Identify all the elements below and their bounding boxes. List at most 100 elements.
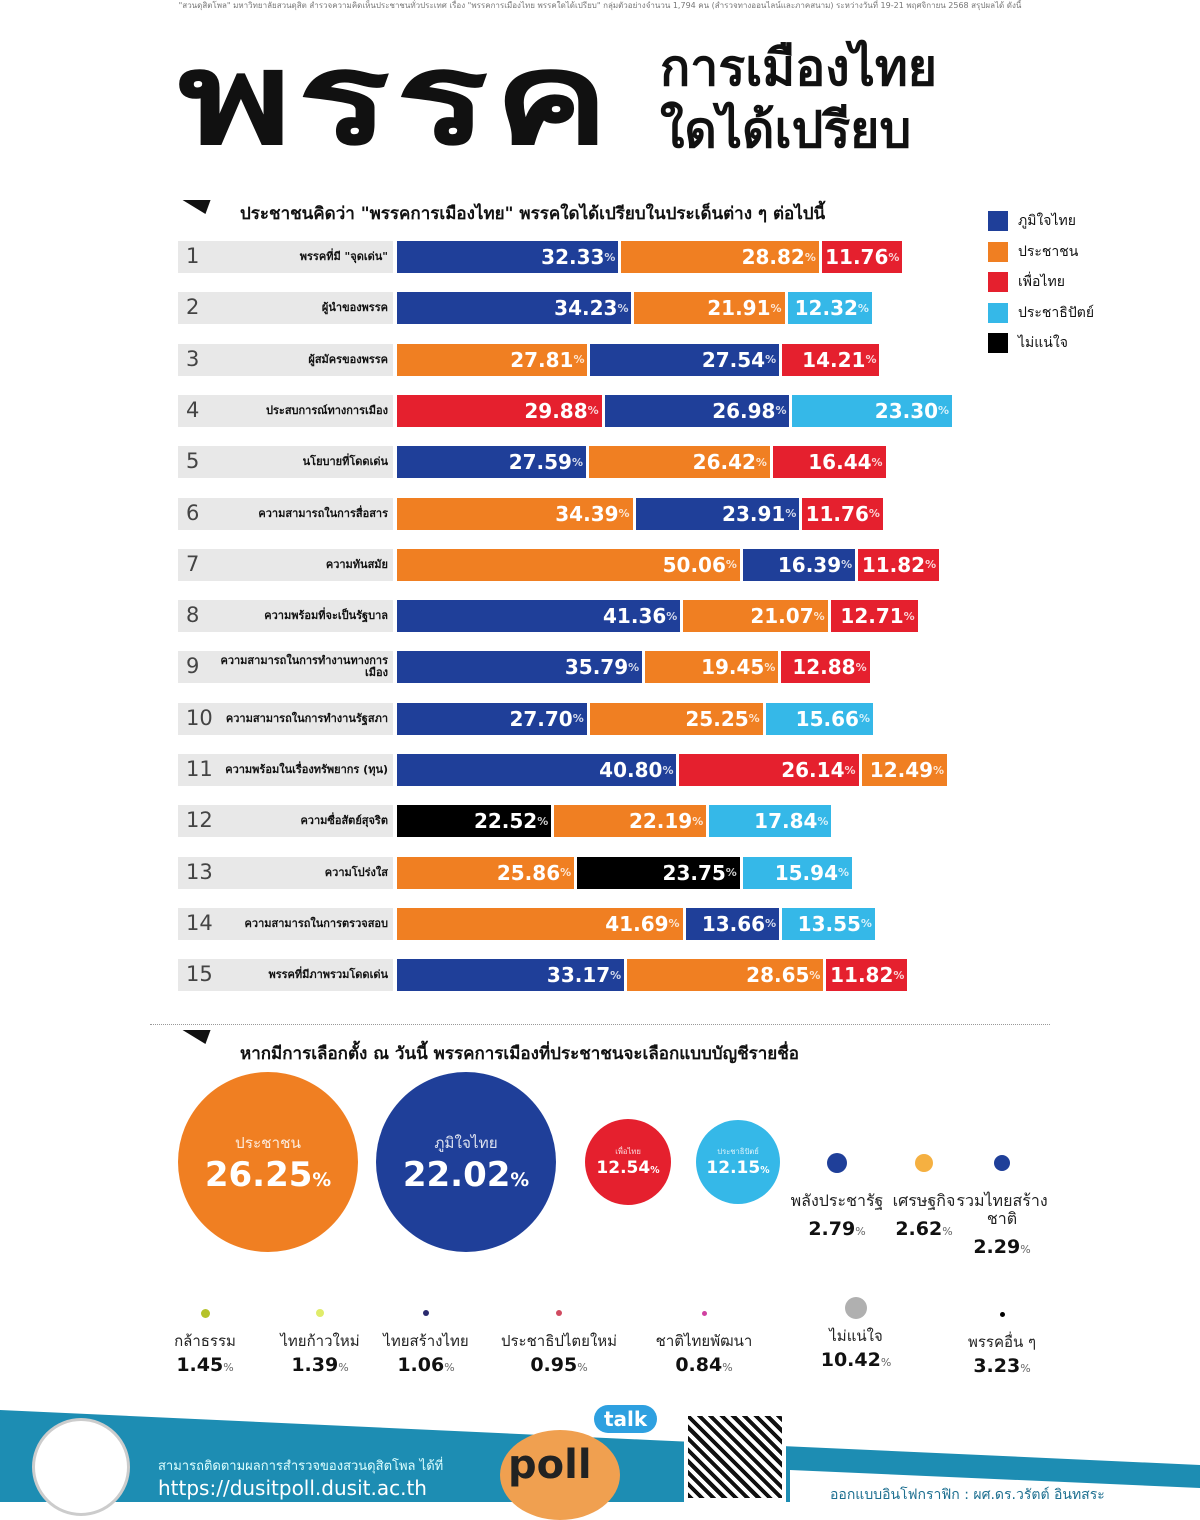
bar-segment: 17.84% bbox=[709, 805, 832, 838]
percent-sign: % bbox=[560, 866, 572, 880]
bar-segment: 11.76% bbox=[821, 241, 903, 273]
party-dot bbox=[200, 1308, 210, 1318]
section-2-icon bbox=[177, 1030, 211, 1044]
row-number: 10 bbox=[186, 705, 213, 730]
party-name: ชาติไทยพัฒนา bbox=[655, 1332, 753, 1350]
website-link[interactable]: https://dusitpoll.dusit.ac.th bbox=[158, 1476, 427, 1500]
bar-segment: 23.30% bbox=[792, 394, 953, 427]
row-label: ความพร้อมในเรื่องทรัพยากร (ทุน) bbox=[225, 763, 388, 776]
bar-segment: 41.36% bbox=[397, 600, 681, 633]
party-dot bbox=[845, 1297, 867, 1319]
bar-value: 15.94 bbox=[774, 860, 838, 885]
party-dot bbox=[915, 1154, 933, 1172]
bar-value: 11.82 bbox=[830, 963, 894, 988]
percent-sign: % bbox=[573, 353, 585, 367]
percent-sign: % bbox=[510, 1169, 530, 1191]
party-name: กล้าธรรม bbox=[174, 1332, 236, 1350]
party-result: พรรคอื่น ๆ 3.23% bbox=[942, 1303, 1062, 1377]
party-result: พลังประชารัฐ 2.79% bbox=[777, 1152, 897, 1240]
main-title: พรรค bbox=[178, 25, 615, 174]
percent-sign: % bbox=[760, 1165, 770, 1176]
bar-value: 25.25 bbox=[685, 706, 749, 731]
percent-sign: % bbox=[618, 507, 630, 520]
percent-sign: % bbox=[692, 814, 704, 828]
poll-logo-text: poll bbox=[508, 1442, 592, 1488]
bar-value: 27.81 bbox=[510, 347, 574, 372]
university-logo bbox=[32, 1418, 130, 1516]
row-label-band bbox=[178, 548, 393, 581]
row-label-band bbox=[178, 907, 393, 940]
percent-sign: % bbox=[880, 1356, 892, 1369]
bar-segment: 23.91% bbox=[635, 497, 800, 530]
percent-sign: % bbox=[312, 1169, 332, 1191]
row-label-band bbox=[178, 754, 393, 786]
legend-label: ไม่แน่ใจ bbox=[1018, 335, 1068, 351]
bar-value: 35.79 bbox=[564, 655, 629, 680]
percent-sign: % bbox=[903, 609, 915, 623]
chart-row: 3 ผู้สมัครของพรรค 27.81% 27.54% 14.21% bbox=[178, 343, 978, 376]
party-value: 0.84 bbox=[675, 1354, 723, 1376]
bar-value: 15.66 bbox=[795, 706, 859, 731]
bar-segment: 19.45% bbox=[645, 651, 779, 684]
bar-value: 28.82 bbox=[741, 245, 805, 269]
row-label: นโยบายที่โดดเด่น bbox=[302, 455, 388, 469]
bar-segment: 23.75% bbox=[577, 856, 740, 889]
legend-label: ประชาธิปัตย์ bbox=[1018, 304, 1095, 321]
chart-row: 6 ความสามารถในการสื่อสาร 34.39% 23.91% 11.7… bbox=[178, 497, 978, 530]
party-result: ไม่แน่ใจ 10.42% bbox=[796, 1297, 916, 1371]
legend-swatch bbox=[988, 302, 1008, 323]
row-label: ผู้สมัครของพรรค bbox=[308, 352, 388, 366]
party-result: กล้าธรรม 1.45% bbox=[145, 1302, 265, 1376]
bubble-name: ภูมิใจไทย bbox=[434, 1133, 498, 1152]
row-label: ความสามารถในการสื่อสาร bbox=[258, 506, 388, 520]
chart-row: 10 ความสามารถในการทำงานรัฐสภา 27.70% 25.25… bbox=[178, 702, 978, 735]
bar-value: 26.42 bbox=[692, 450, 756, 475]
percent-sign: % bbox=[223, 1361, 234, 1374]
percent-sign: % bbox=[858, 712, 870, 726]
bar-value: 14.21 bbox=[802, 347, 866, 372]
bar-value: 40.80 bbox=[599, 758, 663, 782]
bar-value: 21.91 bbox=[707, 296, 771, 321]
percent-sign: % bbox=[893, 968, 905, 982]
chart-1-title: ประชาชนคิดว่า "พรรคการเมืองไทย" พรรคใดได… bbox=[240, 204, 826, 224]
bar-segment: 33.17% bbox=[397, 959, 625, 992]
bar-value: 22.52 bbox=[473, 809, 538, 834]
chart-row: 8 ความพร้อมที่จะเป็นรัฐบาล 41.36% 21.07% 12… bbox=[178, 600, 978, 633]
bar-value: 26.14 bbox=[781, 758, 845, 782]
percent-sign: % bbox=[662, 763, 674, 777]
bar-segment: 11.76% bbox=[802, 497, 883, 530]
chart-row: 12 ความซื่อสัตย์สุจริต 22.52% 22.19% 17.84% bbox=[178, 805, 978, 838]
chart-row: 15 พรรคที่มีภาพรวมโดดเด่น 33.17% 28.65% 11.… bbox=[178, 959, 978, 992]
party-result: รวมไทยสร้างชาติ 2.29% bbox=[942, 1152, 1062, 1258]
party-dot bbox=[423, 1310, 429, 1316]
row-label: ความพร้อมที่จะเป็นรัฐบาล bbox=[264, 609, 388, 623]
row-label: ความสามารถในการตรวจสอบ bbox=[244, 916, 388, 930]
percent-sign: % bbox=[938, 404, 950, 418]
bar-segment: 32.33% bbox=[397, 241, 619, 273]
row-label: ประสบการณ์ทางการเมือง bbox=[266, 403, 388, 417]
chart-2-title: หากมีการเลือกตั้ง ณ วันนี้ พรรคการเมืองท… bbox=[240, 1044, 800, 1064]
legend-item: ภูมิใจไทย bbox=[988, 210, 1076, 232]
legend-label: ประชาชน bbox=[1018, 243, 1079, 260]
legend-swatch bbox=[988, 333, 1008, 353]
row-number: 8 bbox=[186, 603, 200, 628]
bar-segment: 11.82% bbox=[826, 959, 908, 992]
bar-segment: 40.80% bbox=[397, 754, 677, 786]
percent-sign: % bbox=[650, 1165, 660, 1176]
percent-sign: % bbox=[809, 968, 821, 982]
party-bubble: ประชาชน 26.25% bbox=[178, 1072, 358, 1252]
bar-value: 12.88 bbox=[792, 655, 856, 680]
qr-code[interactable] bbox=[684, 1412, 786, 1502]
design-credit: ออกแบบอินโฟกราฟิก : ผศ.ดร.วรัตต์ อินทสระ bbox=[830, 1487, 1105, 1503]
bubble-name: เพื่อไทย bbox=[615, 1147, 641, 1156]
row-label-band bbox=[178, 702, 393, 735]
bar-segment: 27.54% bbox=[590, 343, 780, 376]
row-number: 13 bbox=[186, 859, 213, 884]
percent-sign: % bbox=[855, 660, 867, 674]
party-name: รวมไทยสร้างชาติ bbox=[956, 1191, 1048, 1228]
row-label: พรรคที่มี "จุดเด่น" bbox=[299, 250, 388, 263]
row-label-band bbox=[178, 446, 393, 479]
legend-item: เพื่อไทย bbox=[988, 271, 1065, 293]
percent-sign: % bbox=[860, 917, 872, 931]
party-name: ไทยก้าวใหม่ bbox=[280, 1332, 360, 1350]
